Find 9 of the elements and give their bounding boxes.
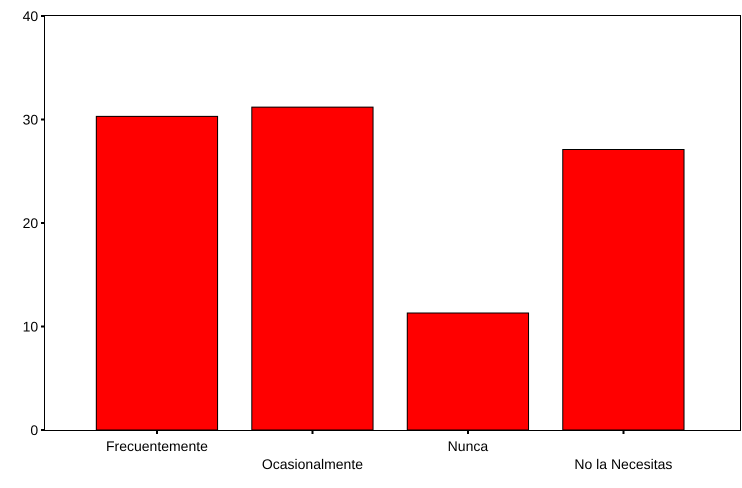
y-tick-label: 20: [22, 214, 38, 231]
x-tick-label: Frecuentemente: [106, 438, 208, 454]
y-tick-label: 40: [22, 8, 38, 24]
y-tick-label: 10: [22, 318, 38, 334]
x-tick-label: Nunca: [448, 438, 488, 454]
x-tick-label: No la Necesitas: [574, 456, 672, 472]
y-tick-label: 0: [30, 422, 38, 438]
x-tick-label: Ocasionalmente: [262, 456, 364, 472]
y-tick-label: 30: [22, 111, 38, 128]
